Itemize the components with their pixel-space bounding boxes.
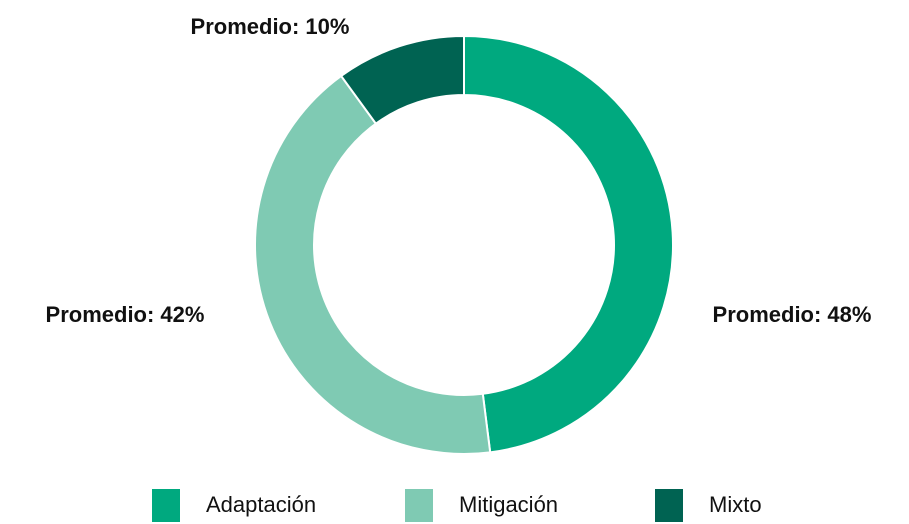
legend-swatch bbox=[152, 489, 180, 522]
data-label: Promedio: 10% bbox=[191, 14, 350, 39]
legend-label: Mixto bbox=[709, 492, 762, 517]
legend-label: Adaptación bbox=[206, 492, 316, 517]
donut-segment bbox=[339, 34, 465, 126]
donut-segment bbox=[463, 34, 674, 454]
data-label: Promedio: 48% bbox=[713, 302, 872, 327]
legend-swatch bbox=[655, 489, 683, 522]
data-label: Promedio: 42% bbox=[46, 302, 205, 327]
legend-label: Mitigación bbox=[459, 492, 558, 517]
legend-swatch bbox=[405, 489, 433, 522]
donut-segment bbox=[254, 74, 492, 455]
